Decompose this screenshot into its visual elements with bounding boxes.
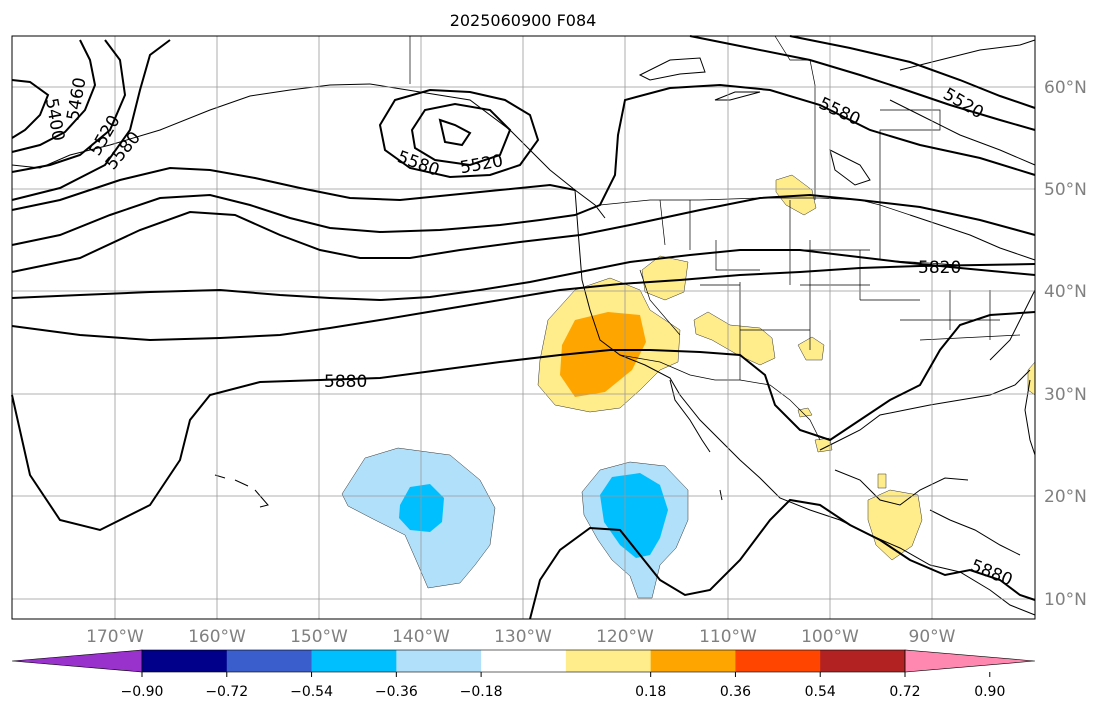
graticule (12, 36, 1035, 619)
latitude-labels: 60°N 50°N 40°N 30°N 20°N 10°N (1044, 78, 1087, 610)
lon-label: 130°W (494, 627, 552, 647)
lat-label: 20°N (1044, 487, 1087, 507)
lon-label: 90°W (909, 627, 956, 647)
colorbar-cell (396, 650, 482, 672)
colorbar-tick-label: −0.18 (460, 684, 503, 700)
map-title: 2025060900 F084 (450, 11, 597, 30)
lon-label: 120°W (596, 627, 654, 647)
colorbar-tick-label: 0.36 (720, 684, 751, 700)
lat-label: 30°N (1044, 385, 1087, 405)
colorbar-cell (142, 650, 228, 672)
colorbar-cell (820, 650, 906, 672)
colorbar-cell (311, 650, 397, 672)
lat-label: 50°N (1044, 180, 1087, 200)
colorbar-cell (735, 650, 821, 672)
lat-label: 40°N (1044, 282, 1087, 302)
colorbar-cell (481, 650, 567, 672)
longitude-labels: 170°W 160°W 150°W 140°W 130°W 120°W 110°… (86, 627, 956, 647)
colorbar-cell (226, 650, 313, 672)
colorbar-cell (565, 650, 652, 672)
colorbar: −0.90 −0.72 −0.54 −0.36 −0.18 0.18 0.36 0.54 0.7… (11, 649, 1036, 700)
colorbar-tick-label: −0.90 (121, 684, 164, 700)
contour-label: 5880 (324, 372, 367, 392)
lon-label: 140°W (392, 627, 450, 647)
anomaly-shading (341, 174, 1036, 599)
contour-label: 5820 (918, 258, 961, 278)
colorbar-cell (650, 650, 736, 672)
colorbar-outline (141, 649, 906, 673)
lon-label: 150°W (290, 627, 348, 647)
colorbar-ticks: −0.90 −0.72 −0.54 −0.36 −0.18 0.18 0.36 0.54 0.7… (121, 672, 1005, 700)
colorbar-tick-label: −0.54 (290, 684, 333, 700)
colorbar-tick-label: 0.90 (974, 684, 1005, 700)
map-area: 5400 5460 5520 5580 5580 5520 5580 5520 … (11, 35, 1036, 620)
lon-label: 160°W (188, 627, 246, 647)
lon-label: 110°W (699, 627, 757, 647)
colorbar-extend-min (11, 649, 143, 673)
political-borders (409, 35, 1021, 441)
colorbar-tick-label: 0.72 (889, 684, 920, 700)
colorbar-tick-label: 0.54 (805, 684, 836, 700)
lat-label: 10°N (1044, 590, 1087, 610)
colorbar-tick-label: −0.36 (375, 684, 418, 700)
lat-label: 60°N (1044, 78, 1087, 98)
colorbar-extend-max (904, 649, 1036, 673)
colorbar-tick-label: 0.18 (635, 684, 666, 700)
height-contours (11, 35, 1036, 620)
lon-label: 100°W (801, 627, 859, 647)
colorbar-tick-label: −0.72 (205, 684, 248, 700)
lon-label: 170°W (86, 627, 144, 647)
colorbar-cells (11, 649, 1036, 673)
